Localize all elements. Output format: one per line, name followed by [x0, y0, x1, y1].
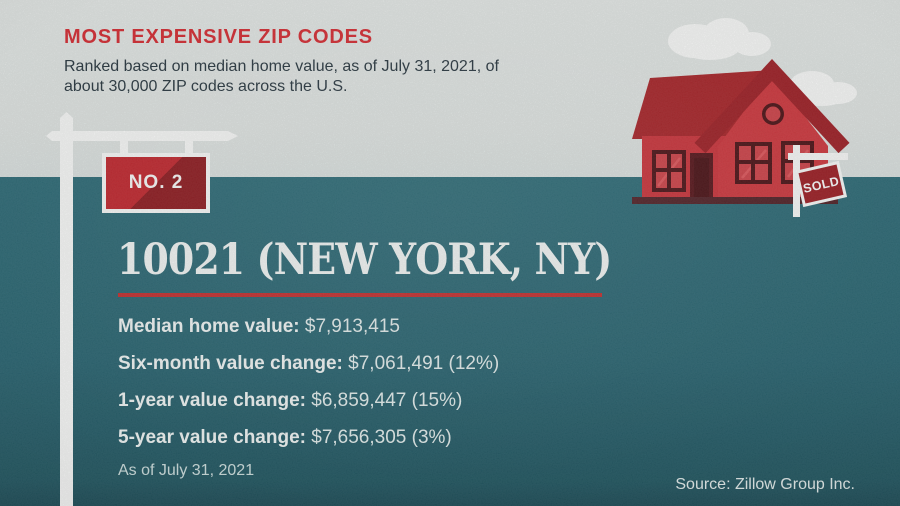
sold-sign: SOLD [788, 145, 848, 217]
stat-median-home-value: Median home value: $7,913,415 [118, 315, 499, 338]
as-of-date: As of July 31, 2021 [118, 462, 255, 479]
title-underline [118, 293, 602, 297]
stat-value: $7,913,415 [304, 316, 400, 337]
stat-one-year-change: 1-year value change: $6,859,447 (15%) [118, 389, 499, 412]
stat-label: 1-year value change: [118, 390, 306, 411]
window-icon [735, 142, 772, 184]
zip-code-title: 10021 (NEW YORK, NY) [117, 235, 612, 285]
rank-badge: NO. 2 [102, 153, 210, 213]
stat-value: $6,859,447 (15%) [311, 390, 463, 411]
post-arm [46, 131, 238, 141]
stat-value: $7,061,491 (12%) [348, 353, 500, 374]
page-title: MOST EXPENSIVE ZIP CODES [64, 26, 373, 48]
page-subtitle: Ranked based on median home value, as of… [64, 57, 499, 97]
source-attribution: Source: Zillow Group Inc. [675, 476, 855, 493]
stat-six-month-change: Six-month value change: $7,061,491 (12%) [118, 352, 499, 375]
house-illustration: SOLD [632, 18, 857, 217]
stat-five-year-change: 5-year value change: $7,656,305 (3%) [118, 426, 499, 449]
cloud-icon [668, 18, 771, 60]
stat-label: Median home value: [118, 316, 300, 337]
stat-label: 5-year value change: [118, 427, 306, 448]
stats-list: Median home value: $7,913,415 Six-month … [118, 315, 499, 449]
post-pole [60, 118, 73, 506]
subtitle-line-2: about 30,000 ZIP codes across the U.S. [64, 78, 348, 95]
stat-value: $7,656,305 (3%) [311, 427, 452, 448]
door-icon [690, 153, 713, 200]
subtitle-line-1: Ranked based on median home value, as of… [64, 58, 499, 75]
window-icon [652, 150, 686, 192]
rank-badge-label: NO. 2 [128, 172, 184, 193]
stat-label: Six-month value change: [118, 353, 343, 374]
